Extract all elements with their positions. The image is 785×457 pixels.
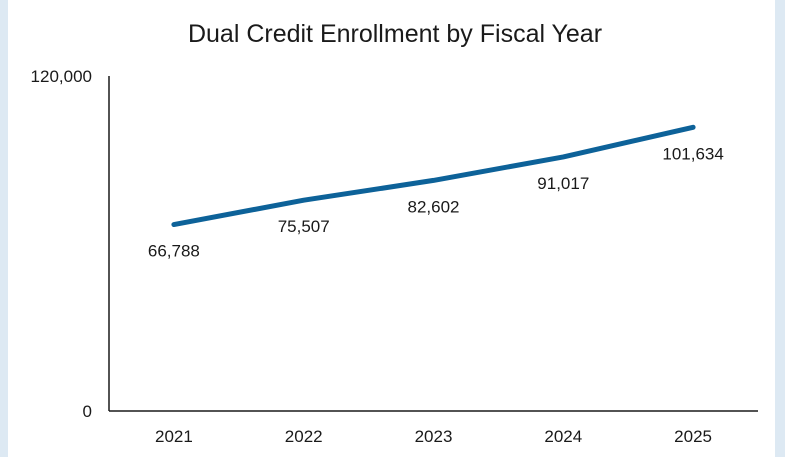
data-label: 66,788 [148,242,200,261]
data-labels: 66,788 75,507 82,602 91,017 101,634 [148,144,724,260]
line-chart: Dual Credit Enrollment by Fiscal Year 0 … [31,20,758,446]
chart-card: Dual Credit Enrollment by Fiscal Year 0 … [8,0,775,457]
x-tick-label: 2025 [674,427,712,446]
y-tick-label-max: 120,000 [31,67,92,86]
x-tick-label: 2021 [155,427,193,446]
x-tick-label: 2023 [415,427,453,446]
y-tick-label-min: 0 [83,402,92,421]
x-tick-label: 2024 [544,427,582,446]
x-tick-labels: 2021 2022 2023 2024 2025 [155,427,712,446]
x-tick-label: 2022 [285,427,323,446]
chart-title: Dual Credit Enrollment by Fiscal Year [188,20,602,48]
data-label: 101,634 [662,144,723,163]
series-line [171,124,696,228]
data-label: 75,507 [278,217,330,236]
data-label: 82,602 [408,197,460,216]
data-label: 91,017 [537,174,589,193]
